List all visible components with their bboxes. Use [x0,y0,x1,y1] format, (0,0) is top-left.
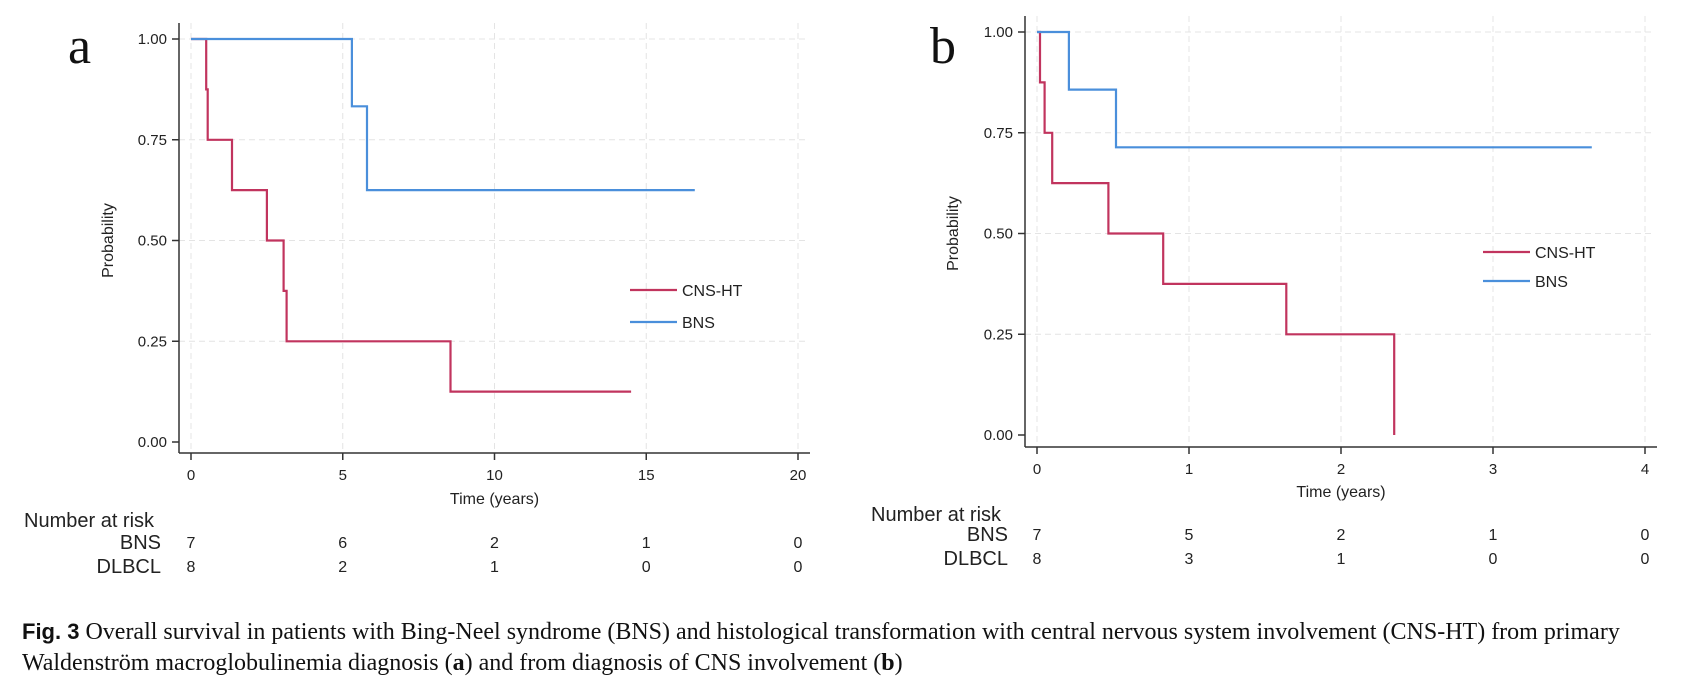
caption-text-3: ) [894,650,903,676]
figure-label: Fig. 3 [22,619,80,644]
risk-value: 1 [642,535,651,552]
chart-panel-b: b 0.00 0.25 0.50 0.75 1.00 0 1 2 3 4 Time (years) Pr… [871,16,1657,570]
x-tick-label: 15 [638,467,655,484]
risk-value: 0 [1641,551,1650,568]
risk-value: 7 [187,535,196,552]
y-tick-label: 0.75 [138,132,167,149]
y-axis-label: Probability [100,203,117,278]
series-line-bns [191,37,695,192]
x-tick-label: 0 [1033,461,1041,478]
risk-row-label: BNS [120,532,161,554]
legend-label: BNS [1535,274,1568,291]
risk-value: 5 [1185,527,1194,544]
risk-value: 7 [1033,527,1042,544]
risk-value: 2 [490,535,499,552]
x-tick-label: 5 [339,467,347,484]
risk-row-label: DLBCL [97,556,161,578]
x-axis-label: Time (years) [450,491,539,508]
risk-value: 1 [1489,527,1498,544]
x-axis-label: Time (years) [1296,484,1385,501]
y-tick-label: 0.75 [984,125,1013,142]
series-line-cns-ht [1037,30,1396,435]
figure-caption: Fig. 3 Overall survival in patients with… [22,616,1672,679]
x-tick-label: 10 [486,467,503,484]
risk-value: 6 [338,535,347,552]
risk-value: 0 [642,559,651,576]
x-tick-label: 20 [790,467,807,484]
legend-label: CNS-HT [1535,245,1596,262]
risk-value: 2 [1337,527,1346,544]
series-line-bns [1037,30,1592,149]
caption-text-2: ) and from diagnosis of CNS involvement … [464,650,882,676]
x-tick-label: 4 [1641,461,1649,478]
y-tick-label: 0.50 [984,226,1013,243]
risk-value: 3 [1185,551,1194,568]
caption-panel-a-ref: a [452,650,465,676]
risk-value: 8 [1033,551,1042,568]
series-line-cns-ht [191,37,632,393]
y-tick-label: 1.00 [984,24,1013,41]
y-tick-label: 0.50 [138,233,167,250]
risk-value: 1 [490,559,499,576]
y-axis-label: Probability [945,196,962,271]
risk-value: 0 [1641,527,1650,544]
panel-letter: b [930,18,956,75]
x-tick-label: 3 [1489,461,1497,478]
risk-row-label: BNS [967,524,1008,546]
risk-value: 0 [794,535,803,552]
x-tick-label: 1 [1185,461,1193,478]
risk-table-title: Number at risk [24,510,155,532]
y-tick-label: 0.00 [984,427,1013,444]
panel-letter: a [68,18,91,75]
risk-row-label: DLBCL [944,548,1008,570]
legend-label: BNS [682,315,715,332]
x-tick-label: 2 [1337,461,1345,478]
risk-value: 0 [794,559,803,576]
risk-value: 0 [1489,551,1498,568]
caption-panel-b-ref: b [881,650,895,676]
legend-label: CNS-HT [682,283,743,300]
risk-value: 1 [1337,551,1346,568]
x-tick-label: 0 [187,467,195,484]
risk-value: 8 [187,559,196,576]
risk-value: 2 [338,559,347,576]
y-tick-label: 0.25 [984,326,1013,343]
y-tick-label: 0.25 [138,333,167,350]
y-tick-label: 0.00 [138,434,167,451]
caption-text-1: Overall survival in patients with Bing-N… [22,619,1620,676]
legend: CNS-HT BNS [1483,245,1596,291]
risk-table-title: Number at risk [871,504,1002,526]
y-tick-label: 1.00 [138,31,167,48]
legend: CNS-HT BNS [630,283,743,332]
